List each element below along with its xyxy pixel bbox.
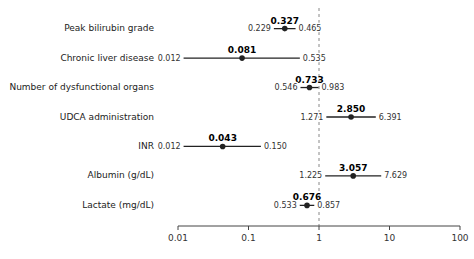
x-tick [389, 226, 390, 230]
category-label: Lactate (mg/dL) [82, 200, 154, 210]
x-tick-label: 100 [451, 233, 468, 243]
ci-high-label: 0.983 [321, 83, 344, 92]
point-label: 3.057 [339, 163, 367, 173]
point-estimate [220, 144, 226, 150]
chart: 0.010.1110100Peak bilirubin grade0.3270.… [0, 0, 474, 259]
ci-high-label: 6.391 [379, 113, 402, 122]
x-tick-label: 0.1 [241, 233, 255, 243]
x-tick-label: 10 [384, 233, 396, 243]
x-tick [319, 226, 320, 230]
category-label: Number of dysfunctional organs [9, 82, 154, 92]
ci-high-label: 0.465 [299, 24, 322, 33]
ci-low-label: 0.012 [158, 142, 181, 151]
ci-low-label: 1.225 [299, 171, 322, 180]
x-tick [178, 226, 179, 230]
point-estimate [282, 26, 288, 32]
ci-low-label: 0.533 [274, 201, 297, 210]
ci-high-label: 0.150 [264, 142, 287, 151]
ci-low-label: 0.012 [158, 54, 181, 63]
category-label: Chronic liver disease [60, 53, 154, 63]
ci-low-label: 0.229 [248, 24, 271, 33]
point-estimate [348, 114, 354, 120]
category-label: INR [138, 141, 154, 151]
point-label: 0.081 [228, 45, 256, 55]
category-label: UDCA administration [60, 112, 154, 122]
category-label: Albumin (g/dL) [88, 170, 154, 180]
point-estimate [307, 85, 313, 91]
point-label: 2.850 [337, 104, 365, 114]
point-label: 0.733 [295, 75, 323, 85]
point-label: 0.327 [271, 16, 299, 26]
ci-high-label: 0.857 [317, 201, 340, 210]
point-estimate [350, 173, 356, 179]
ci-high-label: 7.629 [384, 171, 407, 180]
x-tick [248, 226, 249, 230]
labels: Peak bilirubin grade 0.3270.229 0.465 Chron… [9, 16, 407, 210]
category-label: Peak bilirubin grade [64, 23, 154, 33]
point-estimate [304, 203, 310, 209]
x-tick-label: 0.01 [168, 233, 188, 243]
marks [184, 26, 382, 208]
ci-low-label: 1.271 [300, 113, 323, 122]
point-estimate [239, 55, 245, 61]
x-tick [460, 226, 461, 230]
ci-low-label: 0.546 [275, 83, 298, 92]
point-label: 0.043 [208, 133, 236, 143]
ci-high-label: 0.535 [303, 54, 326, 63]
x-tick-label: 1 [316, 233, 322, 243]
